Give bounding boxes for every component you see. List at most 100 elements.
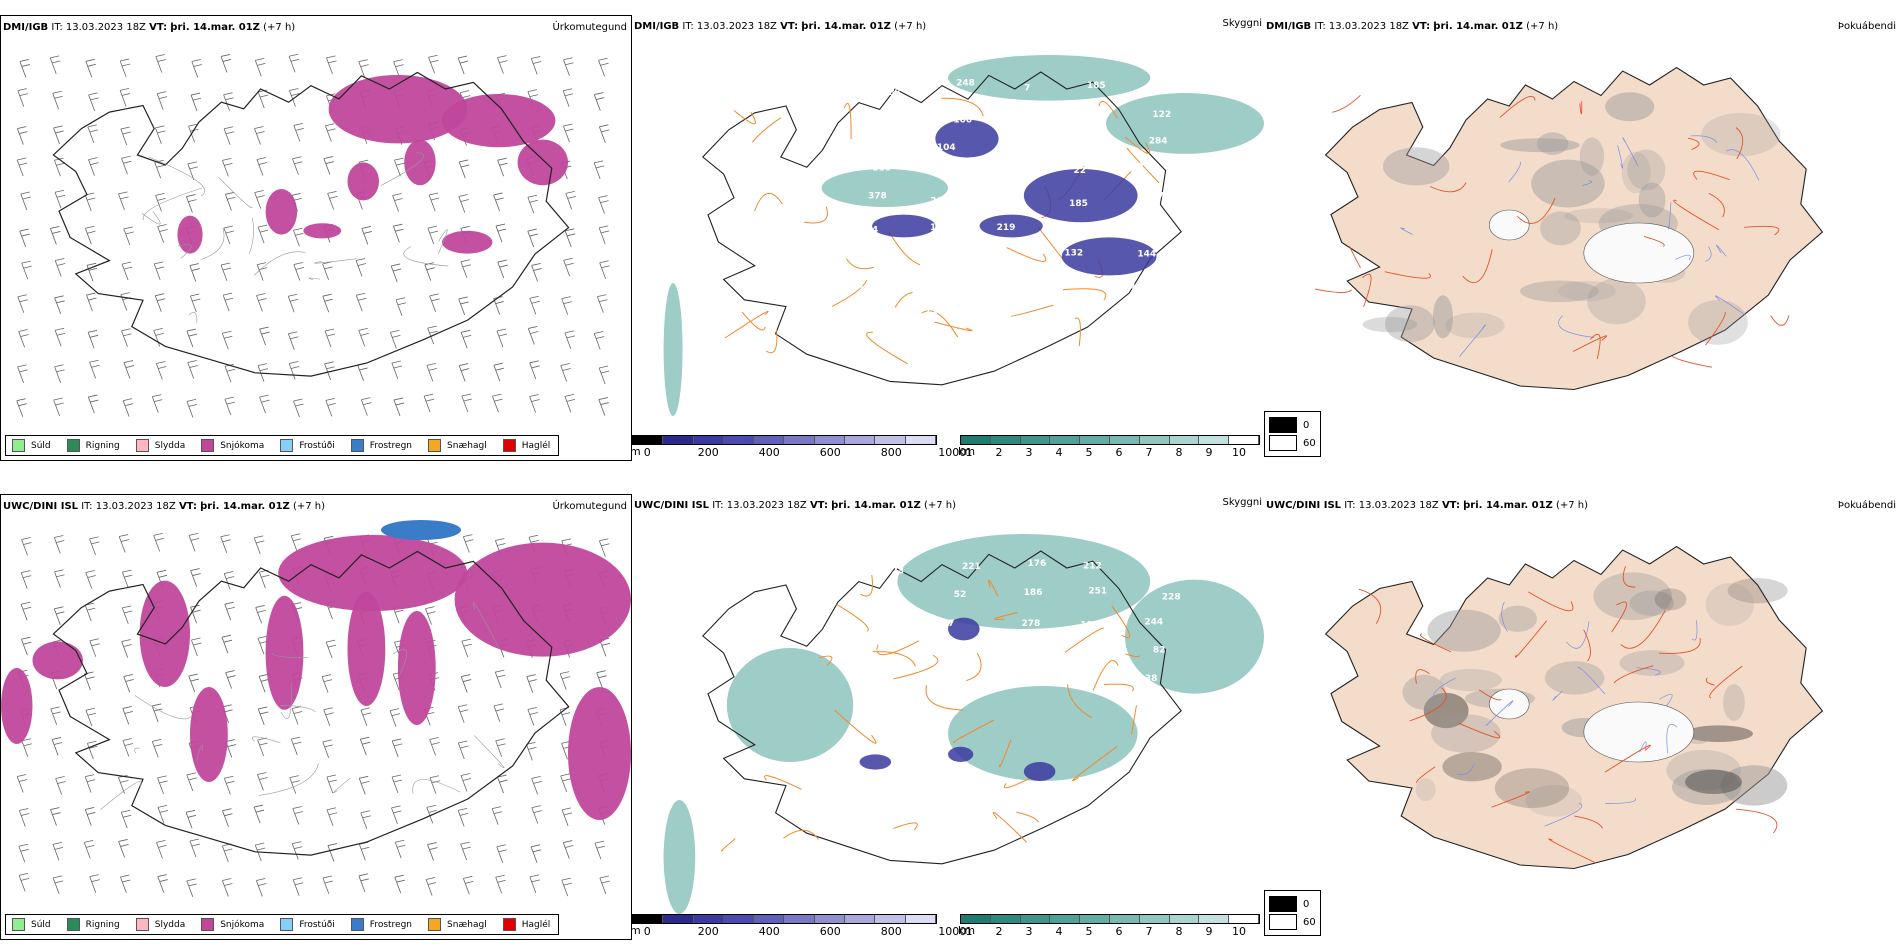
road-line: [893, 654, 939, 680]
wind-barb: [323, 707, 334, 726]
legend-label: Haglél: [521, 919, 551, 930]
fog-legend-row: 0: [1269, 896, 1316, 912]
terrain-line: [280, 682, 292, 719]
legend-label: Snæhagl: [447, 440, 487, 451]
snowfall-area: [303, 223, 342, 239]
road-line: [1131, 705, 1137, 735]
wind-barb: [360, 707, 371, 727]
road-line: [1074, 317, 1081, 347]
wind-barb: [157, 775, 168, 794]
wind-barb: [16, 126, 28, 145]
colorbar-ticks: 0 200 400 600 800 1000: [632, 445, 967, 459]
wind-barb: [88, 92, 99, 112]
colorbar-tick-label: 8: [1175, 925, 1183, 938]
road-line: [1037, 226, 1064, 260]
road-line: [754, 193, 783, 212]
wind-barb: [254, 190, 265, 209]
road-line: [1548, 838, 1596, 864]
road-line: [818, 655, 833, 666]
panel-title: Skyggni: [1222, 497, 1262, 508]
wind-barb: [190, 568, 201, 587]
road-line: [1673, 199, 1720, 231]
visibility-value-label: 221: [962, 562, 981, 572]
colorbar-tick-label: 7: [1145, 446, 1153, 459]
colorbar-bin: [814, 436, 846, 444]
dense-fog-area: [948, 746, 974, 762]
wind-barb: [52, 875, 64, 894]
road-line: [1735, 127, 1744, 160]
wind-barb: [355, 258, 367, 277]
wind-barb: [324, 328, 336, 348]
legend-swatch: [280, 918, 294, 931]
road-line: [724, 310, 769, 339]
fog-index-shade: [1619, 650, 1685, 676]
colorbar-tick-label: 3: [1025, 925, 1033, 938]
wind-barb: [290, 533, 302, 552]
colorbar-bin: [1109, 915, 1140, 923]
road-line: [733, 110, 756, 125]
road-line: [1462, 249, 1493, 284]
low-visibility-area: [821, 169, 948, 207]
wind-barb: [429, 293, 440, 313]
wind-barb: [16, 774, 28, 793]
wind-barb: [220, 54, 232, 73]
wind-barb: [457, 740, 469, 760]
colorbar-bin: [633, 915, 664, 923]
wind-barb: [460, 259, 471, 278]
road-line: [1499, 96, 1536, 118]
road-line: [721, 838, 736, 852]
colorbar-tick-label: 2: [995, 446, 1003, 459]
road-line: [999, 739, 1012, 768]
wind-barb: [225, 191, 236, 211]
legend-swatch: [502, 439, 516, 452]
road-line: [1687, 137, 1700, 151]
low-visibility-area: [1124, 579, 1264, 694]
river-line: [1716, 244, 1727, 257]
wind-barb: [118, 839, 129, 858]
wind-barb: [153, 261, 165, 281]
colorbar-tick-label: 600: [819, 925, 841, 938]
wind-barb: [560, 363, 571, 382]
fog-index-shade: [1432, 295, 1454, 339]
colorbar-bin: [961, 915, 991, 923]
wind-barb: [89, 536, 100, 555]
river-line: [1485, 700, 1514, 727]
iceland-precip-map: [16, 53, 610, 418]
wind-barb: [21, 260, 32, 280]
road-line: [1415, 669, 1430, 684]
colorbar-strip: [960, 435, 1260, 445]
wind-barb: [427, 842, 438, 861]
colorbar-bin: [905, 915, 936, 923]
legend-label: Snjókoma: [220, 919, 265, 930]
wind-barb: [394, 839, 406, 859]
iceland-coastline: [52, 550, 570, 856]
road-line: [1098, 100, 1118, 119]
wind-barb: [458, 363, 470, 382]
dense-fog-area: [859, 754, 892, 770]
colorbar-bin: [723, 915, 755, 923]
dense-fog-area: [1023, 762, 1056, 781]
wind-barb: [425, 606, 436, 625]
colorbar-bin: [693, 436, 724, 444]
wind-barb: [54, 189, 66, 209]
wind-barb: [121, 639, 132, 658]
legend-item: Haglél: [502, 918, 551, 931]
road-line: [1516, 197, 1556, 224]
snowfall-area: [442, 230, 493, 254]
iceland-fog-map: [1324, 545, 1824, 870]
legend-item: Súld: [12, 918, 51, 931]
wind-barb: [494, 669, 506, 689]
road-line: [925, 684, 964, 711]
wind-barb: [253, 535, 265, 554]
wind-barb: [153, 327, 164, 347]
panel-header: DMI/IGB IT: 13.03.2023 18Z VT: þri. 14.m…: [1266, 21, 1559, 32]
road-line: [1579, 101, 1583, 115]
wind-barb: [85, 58, 96, 78]
road-line: [1693, 170, 1730, 181]
visibility-value-label: 185: [1069, 199, 1088, 209]
wind-barb: [189, 838, 201, 858]
fog-index-shade: [1520, 280, 1599, 303]
wind-barb: [291, 841, 303, 860]
panel-header: DMI/IGB IT: 13.03.2023 18Z VT: þri. 14.m…: [3, 22, 296, 33]
wind-barb: [190, 92, 202, 112]
